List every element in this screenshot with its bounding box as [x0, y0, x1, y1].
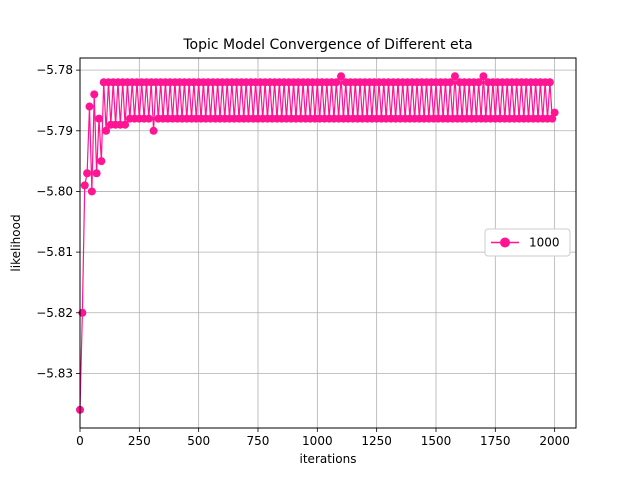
data-point — [446, 78, 455, 87]
y-axis-title: likelihood — [9, 214, 23, 271]
x-tick-label: 500 — [187, 434, 210, 448]
legend-marker — [500, 237, 510, 248]
x-tick-label: 750 — [247, 434, 270, 448]
y-tick-label: −5.80 — [36, 184, 73, 198]
data-point — [144, 114, 153, 123]
y-tick-label: −5.78 — [36, 63, 73, 77]
x-tick-label: 2000 — [539, 434, 570, 448]
x-axis-title: iterations — [300, 452, 357, 466]
y-tick-label: −5.81 — [36, 245, 73, 259]
legend-label: 1000 — [529, 236, 560, 250]
data-point — [337, 72, 346, 81]
x-axis: 0 250 500 750 1000 1250 1500 1750 2000 — [76, 428, 570, 448]
data-point — [85, 102, 94, 111]
y-axis: −5.83 −5.82 −5.81 −5.80 −5.79 −5.78 — [36, 63, 80, 380]
data-point — [97, 157, 106, 166]
data-point — [545, 78, 554, 87]
series-layer — [76, 72, 559, 414]
data-point — [83, 169, 92, 178]
data-point — [550, 108, 559, 117]
x-tick-label: 1000 — [302, 434, 333, 448]
data-point — [548, 114, 557, 123]
data-point — [80, 181, 89, 190]
legend-box — [484, 228, 571, 257]
chart-title: Topic Model Convergence of Different eta — [182, 37, 472, 53]
data-point — [450, 72, 459, 81]
x-tick-label: 1500 — [421, 434, 452, 448]
data-point — [332, 78, 341, 87]
y-tick-label: −5.79 — [36, 124, 73, 138]
data-point — [121, 120, 130, 129]
x-tick-label: 0 — [76, 434, 84, 448]
data-point — [87, 187, 96, 196]
data-point — [94, 114, 103, 123]
x-tick-label: 250 — [128, 434, 151, 448]
data-point — [92, 169, 101, 178]
data-point — [90, 90, 99, 99]
y-tick-label: −5.82 — [36, 306, 73, 320]
x-tick-label: 1250 — [361, 434, 392, 448]
plot-frame — [79, 57, 577, 429]
data-point — [474, 78, 483, 87]
data-point — [102, 126, 111, 135]
y-tick-label: −5.83 — [36, 366, 73, 380]
data-point — [149, 126, 158, 135]
data-point — [479, 72, 488, 81]
x-tick-label: 1750 — [480, 434, 511, 448]
legend: 1000 — [484, 228, 571, 257]
